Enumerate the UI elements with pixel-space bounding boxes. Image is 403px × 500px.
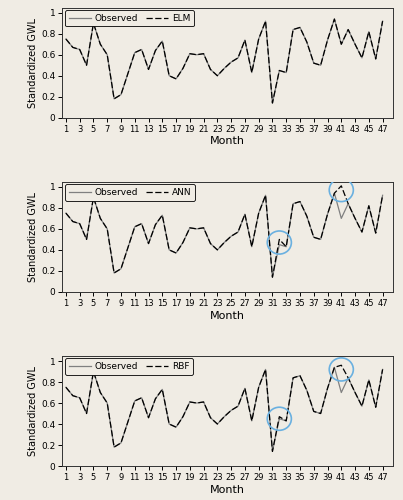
Legend: Observed, ANN: Observed, ANN <box>65 184 195 200</box>
Y-axis label: Standardized GWL: Standardized GWL <box>28 366 38 456</box>
X-axis label: Month: Month <box>210 136 245 146</box>
X-axis label: Month: Month <box>210 484 245 494</box>
Legend: Observed, RBF: Observed, RBF <box>65 358 193 374</box>
Y-axis label: Standardized GWL: Standardized GWL <box>28 192 38 282</box>
X-axis label: Month: Month <box>210 310 245 320</box>
Legend: Observed, ELM: Observed, ELM <box>65 10 194 26</box>
Y-axis label: Standardized GWL: Standardized GWL <box>28 18 38 108</box>
